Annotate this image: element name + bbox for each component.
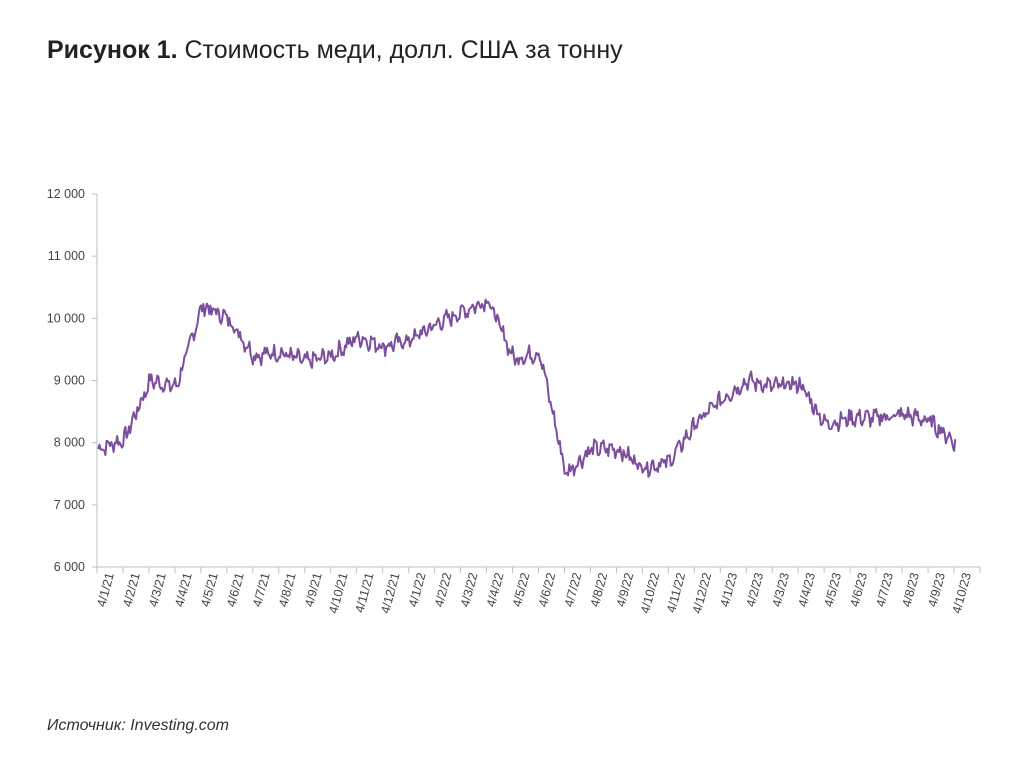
x-tick-label: 4/2/23 <box>744 571 767 608</box>
figure-title: Стоимость меди, долл. США за тонну <box>184 36 623 64</box>
y-tick-label: 7 000 <box>54 498 85 512</box>
x-tick-label: 4/8/23 <box>899 571 922 608</box>
source-label: Источник: <box>47 717 126 734</box>
x-tick-label: 4/7/21 <box>250 571 273 608</box>
y-tick-label: 11 000 <box>48 249 85 263</box>
x-tick-label: 4/9/22 <box>614 571 637 608</box>
x-tick-label: 4/3/22 <box>458 571 481 608</box>
x-tick-label: 4/6/21 <box>224 571 247 608</box>
x-tick-label: 4/4/22 <box>484 571 507 608</box>
x-tick-label: 4/2/21 <box>120 571 143 608</box>
x-tick-label: 4/8/22 <box>588 571 611 608</box>
x-tick-label: 4/4/23 <box>796 571 819 608</box>
x-tick-label: 4/1/21 <box>94 571 117 608</box>
x-tick-label: 4/11/21 <box>353 571 377 614</box>
x-tick-label: 4/5/23 <box>822 571 845 608</box>
x-tick-label: 4/3/21 <box>146 571 169 608</box>
x-tick-label: 4/5/21 <box>198 571 221 608</box>
x-tick-label: 4/9/23 <box>925 571 948 608</box>
chart-title: Рисунок 1. Стоимость меди, долл. США за … <box>47 36 623 65</box>
y-tick-label: 10 000 <box>47 311 85 325</box>
x-tick-label: 4/12/22 <box>690 571 714 615</box>
x-tick-label: 4/4/21 <box>172 571 195 608</box>
y-tick-label: 6 000 <box>54 560 85 574</box>
x-tick-label: 4/10/23 <box>950 571 974 615</box>
x-tick-label: 4/5/22 <box>510 571 533 608</box>
source-value: Investing.com <box>130 717 229 734</box>
y-tick-label: 8 000 <box>54 436 85 450</box>
y-tick-label: 9 000 <box>54 374 85 388</box>
x-tick-label: 4/3/23 <box>770 571 793 608</box>
figure-label: Рисунок 1. <box>47 36 178 64</box>
x-tick-label: 4/1/22 <box>406 571 429 608</box>
x-tick-label: 4/7/23 <box>873 571 896 608</box>
x-tick-label: 4/8/21 <box>276 571 299 608</box>
x-tick-label: 4/6/23 <box>848 571 871 608</box>
x-tick-label: 4/11/22 <box>664 571 688 614</box>
x-tick-label: 4/10/21 <box>326 571 350 615</box>
x-tick-label: 4/9/21 <box>302 571 325 608</box>
source-note: Источник: Investing.com <box>47 717 229 735</box>
x-tick-label: 4/2/22 <box>432 571 455 608</box>
x-tick-label: 4/6/22 <box>536 571 559 608</box>
x-tick-label: 4/12/21 <box>378 571 402 615</box>
series-line <box>97 298 957 478</box>
x-tick-label: 4/1/23 <box>718 571 741 608</box>
x-tick-label: 4/10/22 <box>638 571 662 615</box>
x-tick-label: 4/7/22 <box>562 571 585 608</box>
y-tick-label: 12 000 <box>47 187 85 201</box>
